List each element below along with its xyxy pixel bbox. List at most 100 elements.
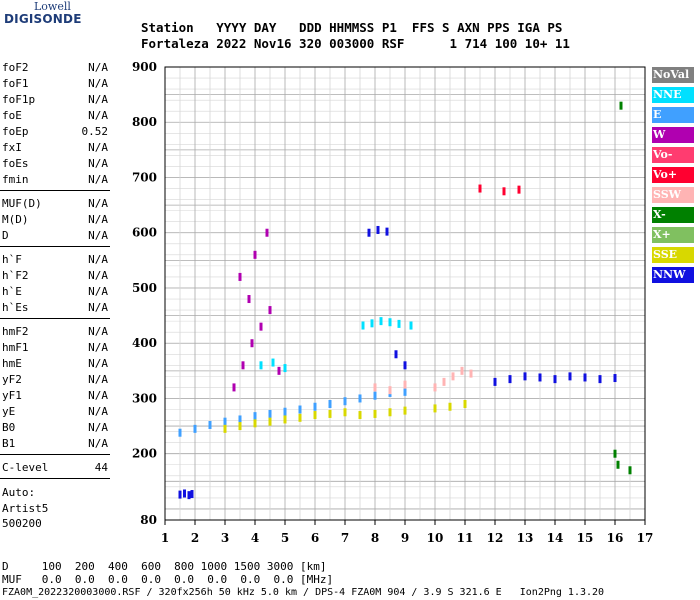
echo-point	[433, 404, 437, 413]
x-tick-label: 10	[427, 531, 444, 545]
legend-item: X-	[652, 207, 694, 223]
y-tick-label: 600	[132, 226, 157, 240]
param-name: h`E	[2, 285, 22, 298]
header-column-labels: Station YYYY DAY DDD HHMMSS P1 FFS S AXN…	[141, 20, 563, 35]
param-value: N/A	[88, 173, 108, 186]
echo-point	[523, 372, 527, 381]
echo-point	[403, 406, 407, 415]
echo-point	[616, 460, 620, 469]
legend-item: W	[652, 127, 694, 143]
param-separator	[0, 246, 110, 247]
param-value: 44	[94, 461, 108, 474]
echo-point	[613, 374, 617, 383]
param-value: N/A	[88, 421, 108, 434]
param-separator	[0, 190, 110, 191]
legend-item: SSW	[652, 187, 694, 203]
y-tick-label: 80	[140, 513, 157, 527]
legend-item: Vo-	[652, 147, 694, 163]
param-value: N/A	[88, 269, 108, 282]
legend-item: E	[652, 107, 694, 123]
param-value: N/A	[88, 357, 108, 370]
param-name: foF1p	[2, 93, 36, 106]
param-value: N/A	[88, 373, 108, 386]
param-value: 0.52	[81, 125, 109, 138]
echo-point	[241, 361, 245, 370]
param-name: B1	[2, 437, 16, 450]
echo-point	[613, 449, 617, 458]
param-name: foEs	[2, 157, 29, 170]
param-name: h`F2	[2, 269, 29, 282]
echo-point	[538, 373, 542, 382]
echo-point	[385, 227, 389, 236]
echo-point	[343, 397, 347, 406]
param-name: MUF(D)	[2, 197, 42, 210]
lowell-digisonde-logo: Lowell DIGISONDE	[0, 0, 81, 32]
x-tick-label: 14	[547, 531, 564, 545]
echo-point	[373, 409, 377, 418]
param-separator	[0, 318, 110, 319]
param-value: N/A	[88, 109, 108, 122]
param-name: D	[2, 229, 9, 242]
echo-point	[619, 101, 623, 110]
echo-point	[493, 377, 497, 386]
legend-item: NNE	[652, 87, 694, 103]
echo-point	[343, 408, 347, 417]
echo-point	[223, 417, 227, 426]
y-tick-label: 400	[132, 336, 157, 350]
echo-point	[388, 408, 392, 417]
echo-point	[328, 409, 332, 418]
echo-point	[178, 428, 182, 437]
echo-point	[271, 358, 275, 367]
echo-point	[187, 491, 191, 500]
x-tick-label: 8	[371, 531, 379, 545]
echo-point	[238, 422, 242, 431]
param-name: yF2	[2, 373, 22, 386]
echo-point	[277, 366, 281, 375]
echo-point	[268, 417, 272, 426]
param-name: C-level	[2, 461, 49, 474]
footer-muf-row: MUF 0.0 0.0 0.0 0.0 0.0 0.0 0.0 0.0 [MHz…	[2, 573, 334, 586]
param-value: N/A	[88, 229, 108, 242]
echo-point	[442, 377, 446, 386]
param-name: B0	[2, 421, 16, 434]
echo-point	[250, 339, 254, 348]
x-tick-label: 2	[191, 531, 199, 545]
echo-point	[328, 399, 332, 408]
echo-point	[223, 424, 227, 433]
echo-point	[463, 399, 467, 408]
echo-point	[313, 411, 317, 420]
echo-point	[313, 402, 317, 411]
param-name: yF1	[2, 389, 22, 402]
param-name: hmF2	[2, 325, 29, 338]
echo-point	[358, 394, 362, 403]
param-value: N/A	[88, 93, 108, 106]
x-tick-label: 7	[341, 531, 349, 545]
echo-point	[508, 375, 512, 384]
echo-point	[367, 228, 371, 237]
echo-point	[358, 411, 362, 420]
echo-point	[298, 413, 302, 422]
param-name: hmF1	[2, 341, 29, 354]
echo-point	[238, 272, 242, 281]
param-value: N/A	[88, 285, 108, 298]
legend-item: X+	[652, 227, 694, 243]
echo-point	[253, 419, 257, 428]
echo-point	[403, 387, 407, 396]
param-value: N/A	[88, 197, 108, 210]
y-tick-label: 500	[132, 281, 157, 295]
param-separator	[0, 454, 110, 455]
echo-point	[433, 383, 437, 392]
echo-point	[183, 489, 186, 498]
echo-point	[298, 405, 302, 414]
echo-point	[193, 424, 197, 433]
echo-point	[403, 361, 407, 370]
echo-point	[178, 490, 182, 499]
param-value: N/A	[88, 437, 108, 450]
footer-distance-row: D 100 200 400 600 800 1000 1500 3000 [km…	[2, 560, 327, 573]
echo-point	[268, 306, 272, 315]
auto-label: Auto:	[2, 486, 36, 499]
x-tick-label: 11	[457, 531, 474, 545]
x-tick-label: 1	[161, 531, 169, 545]
echo-point	[502, 187, 506, 196]
echo-point	[376, 225, 380, 234]
